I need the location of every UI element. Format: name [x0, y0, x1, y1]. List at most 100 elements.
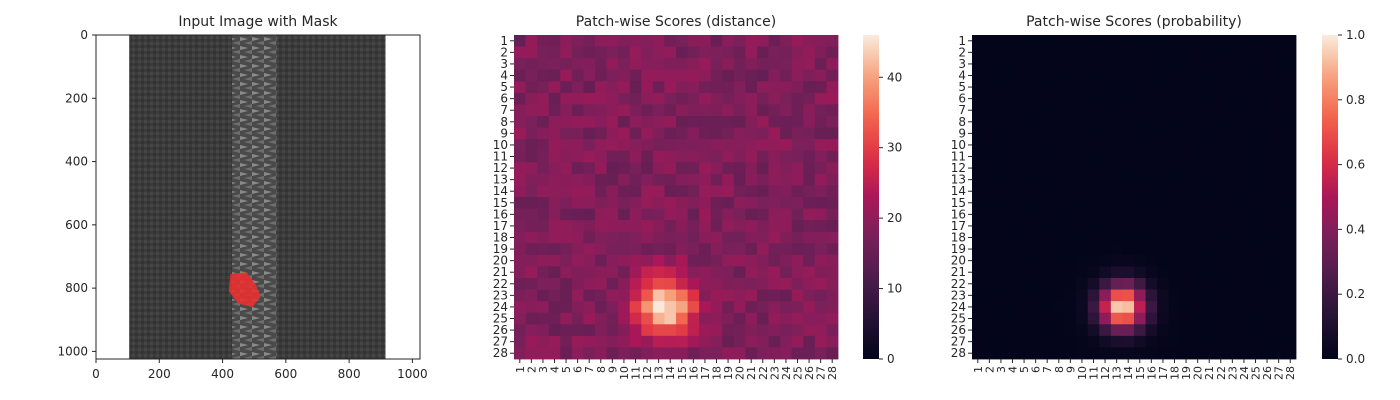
distance-cell: [548, 289, 561, 302]
distance-cell: [618, 347, 631, 360]
probability-cell: [1122, 197, 1135, 209]
y-tick-label: 20: [493, 254, 508, 268]
distance-cell: [791, 197, 804, 209]
probability-cell: [983, 35, 996, 47]
probability-cell: [1041, 69, 1054, 82]
probability-cell: [1041, 335, 1054, 348]
probability-cell: [983, 231, 996, 244]
probability-cell: [1099, 197, 1112, 209]
probability-cell: [1215, 185, 1227, 198]
distance-cell: [606, 162, 619, 175]
distance-cell: [768, 150, 781, 163]
distance-cell: [722, 324, 735, 337]
probability-cell: [1284, 104, 1297, 117]
distance-cell: [826, 335, 839, 348]
probability-cell: [1191, 266, 1204, 279]
distance-cell: [664, 208, 677, 221]
distance-cell: [791, 278, 804, 290]
distance-cell: [571, 231, 584, 244]
y-tick-label: 17: [493, 219, 508, 233]
distance-cell: [745, 278, 758, 290]
distance-cell: [618, 173, 631, 186]
x-tick-label: 17: [699, 366, 712, 380]
distance-cell: [618, 254, 631, 267]
distance-cell: [791, 243, 804, 256]
distance-cell: [780, 266, 793, 279]
probability-cell: [1006, 81, 1019, 94]
probability-cell: [1272, 197, 1285, 209]
distance-cell: [560, 92, 573, 105]
distance-cell: [664, 81, 677, 94]
colorbar-tick-label: 1.0: [1346, 28, 1365, 42]
probability-cell: [1284, 162, 1297, 175]
distance-cell: [676, 335, 688, 348]
probability-cell: [995, 220, 1008, 233]
probability-cell: [1191, 69, 1204, 82]
distance-cell: [780, 127, 793, 140]
distance-cell: [826, 289, 839, 302]
distance-cell: [699, 231, 712, 244]
probability-cell: [1087, 185, 1100, 198]
distance-cell: [514, 92, 526, 105]
distance-cell: [791, 173, 804, 186]
probability-cell: [1191, 254, 1204, 267]
x-tick-label: 4: [1007, 366, 1020, 373]
distance-cell: [803, 254, 816, 267]
distance-cell: [652, 127, 665, 140]
x-tick-label: 5: [560, 366, 573, 373]
distance-cell: [745, 289, 758, 302]
probability-cell: [1261, 266, 1274, 279]
probability-cell: [995, 266, 1008, 279]
distance-cell: [768, 220, 781, 233]
distance-cell: [826, 150, 839, 163]
probability-cell: [1029, 301, 1042, 314]
distance-cell: [652, 69, 665, 82]
probability-cell: [1249, 347, 1262, 360]
probability-cell: [1203, 289, 1216, 302]
distance-cell: [780, 58, 793, 71]
distance-cell: [618, 81, 631, 94]
distance-colorbar: [863, 35, 879, 359]
distance-cell: [803, 289, 816, 302]
probability-cell: [1272, 185, 1285, 198]
probability-cell: [983, 324, 996, 337]
distance-cell: [525, 46, 538, 59]
distance-cell: [687, 324, 700, 337]
distance-cell: [514, 231, 526, 244]
probability-cell: [1076, 173, 1089, 186]
probability-cell: [1157, 208, 1170, 221]
probability-cell: [1180, 81, 1193, 94]
probability-cell: [1087, 127, 1100, 140]
distance-cell: [699, 347, 712, 360]
probability-cell: [1157, 347, 1170, 360]
y-tick-label: 20: [951, 254, 966, 268]
distance-cell: [710, 208, 723, 221]
distance-cell: [641, 116, 654, 128]
distance-cell: [629, 104, 642, 117]
distance-cell: [537, 81, 550, 94]
distance-cell: [525, 81, 538, 94]
probability-cell: [1180, 197, 1193, 209]
probability-cell: [1238, 150, 1251, 163]
distance-cell: [571, 150, 584, 163]
distance-cell: [803, 197, 816, 209]
distance-cell: [699, 92, 712, 105]
probability-cell: [1099, 185, 1112, 198]
distance-cell: [514, 301, 526, 314]
distance-cell: [606, 335, 619, 348]
probability-cell: [1203, 197, 1216, 209]
probability-cell: [1191, 220, 1204, 233]
distance-cell: [652, 208, 665, 221]
probability-cell: [1053, 69, 1065, 82]
probability-cell: [1099, 335, 1112, 348]
y-tick-label: 11: [493, 150, 508, 164]
probability-cell: [1122, 289, 1135, 302]
probability-cell: [1053, 173, 1065, 186]
distance-cell: [571, 335, 584, 348]
y-tick-label: 0: [80, 28, 88, 42]
distance-cell: [618, 35, 631, 47]
probability-cell: [1191, 335, 1204, 348]
distance-cell: [641, 69, 654, 82]
distance-cell: [525, 69, 538, 82]
distance-cell: [826, 324, 839, 337]
